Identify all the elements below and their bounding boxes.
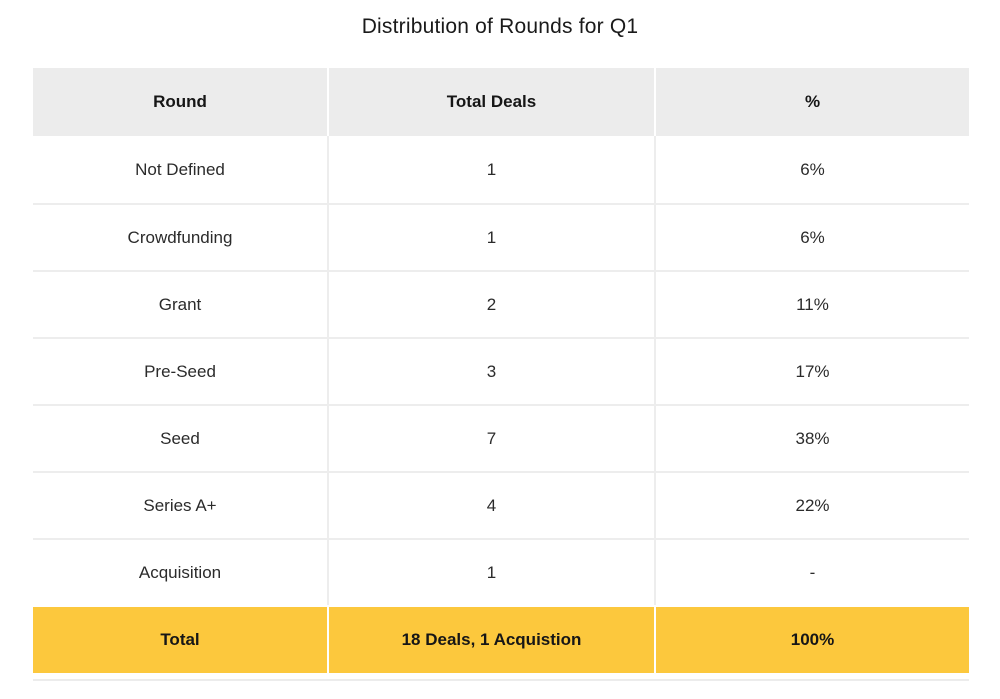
header-row: Round Total Deals % xyxy=(33,68,969,136)
cell-total-deals: 3 xyxy=(327,337,654,404)
table-footer: Total 18 Deals, 1 Acquistion 100% xyxy=(33,605,969,673)
table-row: Not Defined 1 6% xyxy=(33,136,969,203)
column-header-total-deals: Total Deals xyxy=(327,68,654,136)
cell-percent: 22% xyxy=(654,471,969,538)
table-row: Acquisition 1 - xyxy=(33,538,969,605)
cell-round: Seed xyxy=(33,404,327,471)
page-divider xyxy=(33,679,969,681)
table-row: Pre-Seed 3 17% xyxy=(33,337,969,404)
column-header-percent: % xyxy=(654,68,969,136)
column-header-round: Round xyxy=(33,68,327,136)
table-header: Round Total Deals % xyxy=(33,68,969,136)
cell-round: Not Defined xyxy=(33,136,327,203)
table-row: Crowdfunding 1 6% xyxy=(33,203,969,270)
total-row-deals: 18 Deals, 1 Acquistion xyxy=(327,605,654,673)
cell-round: Acquisition xyxy=(33,538,327,605)
cell-percent: 6% xyxy=(654,136,969,203)
total-row: Total 18 Deals, 1 Acquistion 100% xyxy=(33,605,969,673)
cell-total-deals: 1 xyxy=(327,136,654,203)
cell-total-deals: 1 xyxy=(327,538,654,605)
total-row-label: Total xyxy=(33,605,327,673)
table-row: Grant 2 11% xyxy=(33,270,969,337)
rounds-distribution-table: Round Total Deals % Not Defined 1 6% Cro… xyxy=(33,68,969,673)
cell-round: Pre-Seed xyxy=(33,337,327,404)
table-row: Seed 7 38% xyxy=(33,404,969,471)
cell-percent: 11% xyxy=(654,270,969,337)
cell-percent: 38% xyxy=(654,404,969,471)
cell-total-deals: 4 xyxy=(327,471,654,538)
cell-round: Grant xyxy=(33,270,327,337)
cell-total-deals: 7 xyxy=(327,404,654,471)
cell-percent: 6% xyxy=(654,203,969,270)
cell-percent: 17% xyxy=(654,337,969,404)
cell-round: Series A+ xyxy=(33,471,327,538)
total-row-percent: 100% xyxy=(654,605,969,673)
cell-total-deals: 1 xyxy=(327,203,654,270)
cell-total-deals: 2 xyxy=(327,270,654,337)
table-body: Not Defined 1 6% Crowdfunding 1 6% Grant… xyxy=(33,136,969,605)
table-row: Series A+ 4 22% xyxy=(33,471,969,538)
page-title: Distribution of Rounds for Q1 xyxy=(361,15,639,38)
cell-percent: - xyxy=(654,538,969,605)
cell-round: Crowdfunding xyxy=(33,203,327,270)
